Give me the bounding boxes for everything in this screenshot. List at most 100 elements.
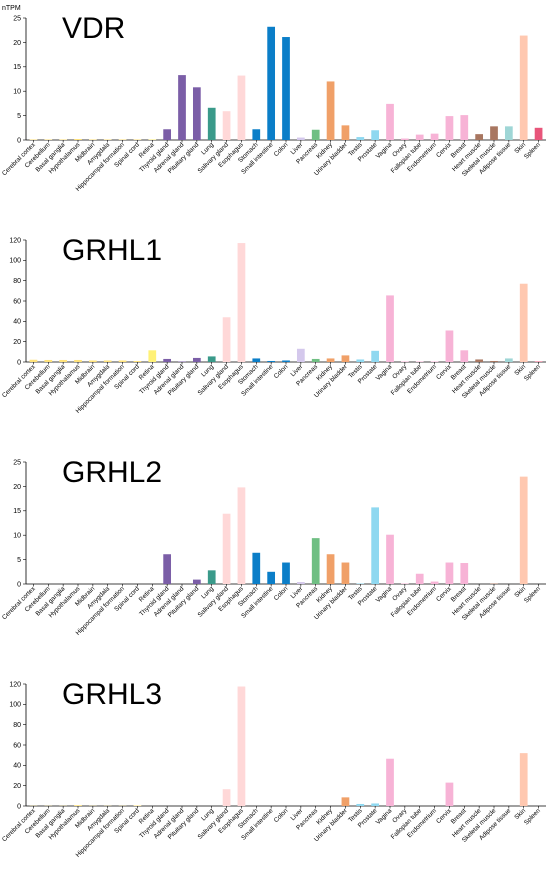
bar-kidney bbox=[327, 81, 335, 140]
bar-hypothalamus bbox=[74, 139, 82, 140]
x-tick-label: Spleen bbox=[523, 585, 542, 604]
bar-lung bbox=[208, 108, 216, 140]
y-tick-label: 100 bbox=[9, 258, 21, 265]
bar-prostate bbox=[371, 130, 379, 140]
y-tick-label: 60 bbox=[13, 742, 21, 749]
bar-colon bbox=[282, 563, 290, 584]
bar-pituitary-gland bbox=[193, 358, 201, 362]
x-tick-label: Colon bbox=[273, 141, 290, 158]
bar-breast bbox=[460, 115, 468, 140]
bar-ovary bbox=[401, 361, 409, 362]
bar-retina bbox=[148, 350, 156, 362]
bar-esophagus bbox=[238, 487, 246, 584]
bar-colon bbox=[282, 37, 290, 140]
bar-spinal-cord bbox=[134, 805, 142, 806]
bar-kidney bbox=[327, 554, 335, 584]
bar-liver bbox=[297, 349, 305, 362]
x-tick-label: Spleen bbox=[523, 141, 542, 160]
y-tick-label: 0 bbox=[17, 581, 21, 588]
bar-small-intestine bbox=[267, 572, 275, 584]
bar-cervix bbox=[446, 783, 454, 806]
bar-ovary bbox=[401, 139, 409, 140]
bar-stomach bbox=[252, 129, 260, 140]
bar-cervix bbox=[446, 330, 454, 362]
x-tick-label: Spleen bbox=[523, 363, 542, 382]
y-tick-label: 120 bbox=[9, 237, 21, 244]
bar-endometrium bbox=[431, 582, 439, 584]
bar-skin bbox=[520, 753, 528, 806]
bar-thyroid-gland bbox=[163, 129, 171, 140]
x-tick-label: Colon bbox=[273, 585, 290, 602]
bar-endometrium bbox=[431, 134, 439, 140]
y-tick-label: 25 bbox=[13, 459, 21, 466]
y-tick-label: 10 bbox=[13, 89, 21, 96]
y-tick-label: 20 bbox=[13, 783, 21, 790]
y-tick-label: 40 bbox=[13, 763, 21, 770]
bar-cervix bbox=[446, 563, 454, 584]
bar-esophagus bbox=[238, 687, 246, 806]
y-tick-label: 0 bbox=[17, 137, 21, 144]
bar-testis bbox=[356, 359, 364, 362]
bar-hypothalamus bbox=[74, 360, 82, 362]
y-tick-label: 20 bbox=[13, 40, 21, 47]
bar-breast bbox=[460, 563, 468, 584]
bar-lung bbox=[208, 570, 216, 584]
bar-colon bbox=[282, 360, 290, 362]
bar-hypothalamus bbox=[74, 805, 82, 806]
bar-pituitary-gland bbox=[193, 580, 201, 584]
bar-spinal-cord bbox=[134, 361, 142, 362]
bar-heart-muscle bbox=[475, 359, 483, 362]
gene-title: GRHL1 bbox=[62, 234, 162, 267]
bar-vagina bbox=[386, 535, 394, 584]
bar-prostate bbox=[371, 507, 379, 584]
bar-thyroid-gland bbox=[163, 359, 171, 362]
bar-lung bbox=[208, 356, 216, 362]
y-tick-label: 80 bbox=[13, 278, 21, 285]
y-tick-label: 0 bbox=[17, 359, 21, 366]
bar-pancreas bbox=[312, 130, 320, 140]
bar-basal-ganglia bbox=[59, 360, 67, 362]
x-tick-label: Vagina bbox=[375, 141, 394, 160]
y-tick-label: 0 bbox=[17, 803, 21, 810]
bar-liver bbox=[297, 582, 305, 584]
y-tick-label: 120 bbox=[9, 681, 21, 688]
bar-skin bbox=[520, 477, 528, 584]
gene-title: VDR bbox=[62, 12, 125, 45]
y-tick-label: 20 bbox=[13, 339, 21, 346]
bar-spleen bbox=[535, 361, 543, 362]
bar-cervix bbox=[446, 116, 454, 140]
bar-fallopian-tube bbox=[416, 574, 424, 584]
bar-cerebellum bbox=[44, 360, 52, 362]
bar-adrenal-gland bbox=[178, 75, 186, 140]
bar-fallopian-tube bbox=[416, 135, 424, 140]
x-tick-label: Vagina bbox=[375, 807, 394, 826]
bar-heart-muscle bbox=[475, 134, 483, 140]
bar-salivary-gland bbox=[223, 514, 231, 584]
bar-endometrium bbox=[431, 361, 439, 362]
bar-skin bbox=[520, 36, 528, 140]
bar-esophagus bbox=[238, 76, 246, 140]
bar-hippocampal-formation bbox=[119, 360, 127, 362]
bar-pituitary-gland bbox=[193, 87, 201, 140]
gene-title: GRHL2 bbox=[62, 456, 162, 489]
y-unit-label: nTPM bbox=[2, 5, 21, 12]
bar-salivary-gland bbox=[223, 317, 231, 362]
y-tick-label: 100 bbox=[9, 702, 21, 709]
bar-urinary-bladder bbox=[342, 563, 350, 584]
x-tick-label: Vagina bbox=[375, 585, 394, 604]
bar-salivary-gland bbox=[223, 111, 231, 140]
bar-adrenal-gland bbox=[178, 361, 186, 362]
x-tick-label: Colon bbox=[273, 807, 290, 824]
bar-small-intestine bbox=[267, 27, 275, 140]
y-tick-label: 15 bbox=[13, 64, 21, 71]
bar-stomach bbox=[252, 553, 260, 584]
bar-spleen bbox=[535, 128, 543, 140]
bar-adipose-tissue bbox=[505, 126, 513, 140]
bar-liver bbox=[297, 138, 305, 140]
bar-urinary-bladder bbox=[342, 125, 350, 140]
